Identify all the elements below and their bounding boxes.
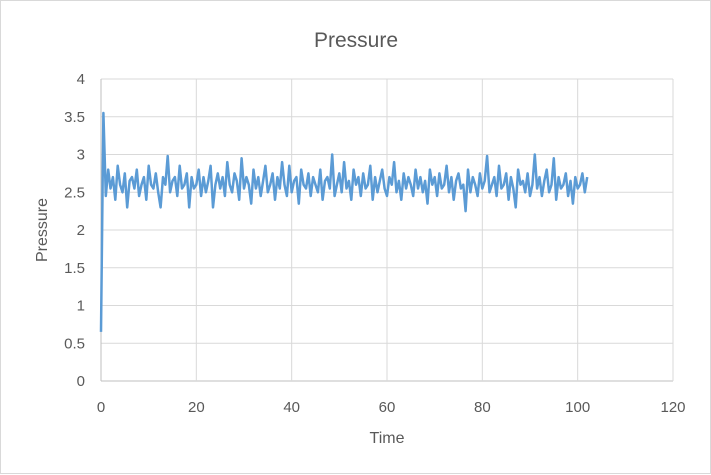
y-tick-label: 2 [77,222,85,239]
x-tick-label: 60 [379,399,396,416]
y-tick-label: 3 [77,147,85,164]
x-tick-label: 100 [565,399,590,416]
chart-title: Pressure [314,29,398,52]
y-tick-label: 1.5 [64,260,85,277]
y-tick-label: 0 [77,373,85,390]
series-line-pressure [99,111,589,332]
y-tick-label: 2.5 [64,184,85,201]
y-tick-label: 4 [77,71,85,88]
x-axis-label: Time [370,430,405,447]
y-tick-label: 0.5 [64,335,85,352]
x-tick-label: 0 [97,399,105,416]
x-tick-label: 80 [474,399,491,416]
x-tick-label: 40 [283,399,300,416]
y-axis-label: Pressure [34,198,51,262]
x-tick-label: 20 [188,399,205,416]
y-tick-label: 1 [77,298,85,315]
x-tick-label: 120 [660,399,685,416]
y-tick-label: 3.5 [64,109,85,126]
